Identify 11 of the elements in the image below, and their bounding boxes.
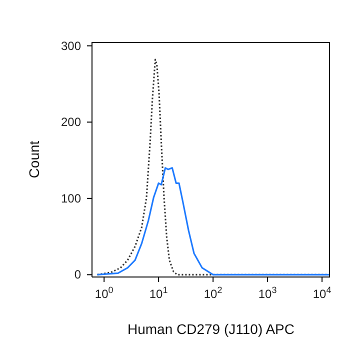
x-tick-label: 10$^{0}$: [94, 285, 114, 301]
x-tick-label: 10$^{2}$: [204, 285, 222, 301]
x-tick-label: 10$^{4}$: [312, 285, 332, 301]
y-tick-label: 300: [60, 38, 82, 53]
x-tick-label: 10$^{1}$: [149, 285, 168, 301]
x-axis-title: Human CD279 (J110) APC: [127, 321, 295, 337]
y-axis-title: Count: [26, 140, 42, 178]
x-tick-label: 10$^{3}$: [258, 285, 277, 301]
y-tick-label: 200: [60, 115, 82, 130]
y-tick-label: 0: [74, 268, 82, 282]
y-tick-label: 100: [60, 191, 82, 206]
